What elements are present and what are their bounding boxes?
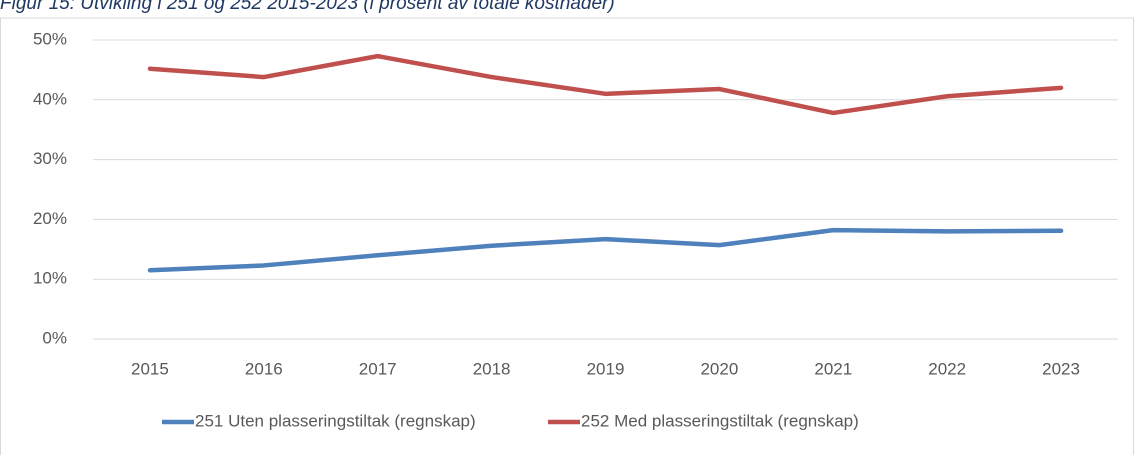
y-tick-label: 50% xyxy=(33,29,67,48)
legend-label: 251 Uten plasseringstiltak (regnskap) xyxy=(195,411,476,430)
y-tick-label: 30% xyxy=(33,149,67,168)
x-tick-label: 2022 xyxy=(928,359,966,378)
legend-label: 252 Med plasseringstiltak (regnskap) xyxy=(581,411,859,430)
y-tick-label: 40% xyxy=(33,89,67,108)
y-tick-label: 10% xyxy=(33,269,67,288)
x-tick-label: 2020 xyxy=(700,359,738,378)
x-tick-label: 2021 xyxy=(814,359,852,378)
chart-title: Figur 15: Utvikling i 251 og 252 2015-20… xyxy=(0,0,615,14)
chart-frame xyxy=(0,17,1134,455)
y-tick-label: 20% xyxy=(33,209,67,228)
x-tick-label: 2018 xyxy=(473,359,511,378)
y-tick-label: 0% xyxy=(42,328,67,347)
x-tick-label: 2016 xyxy=(245,359,283,378)
x-tick-label: 2023 xyxy=(1042,359,1080,378)
x-tick-label: 2019 xyxy=(587,359,625,378)
data-line xyxy=(147,227,1064,273)
data-line xyxy=(147,53,1064,116)
x-tick-label: 2015 xyxy=(131,359,169,378)
x-tick-label: 2017 xyxy=(359,359,397,378)
